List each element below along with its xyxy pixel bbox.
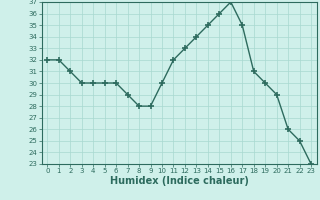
X-axis label: Humidex (Indice chaleur): Humidex (Indice chaleur) <box>110 176 249 186</box>
